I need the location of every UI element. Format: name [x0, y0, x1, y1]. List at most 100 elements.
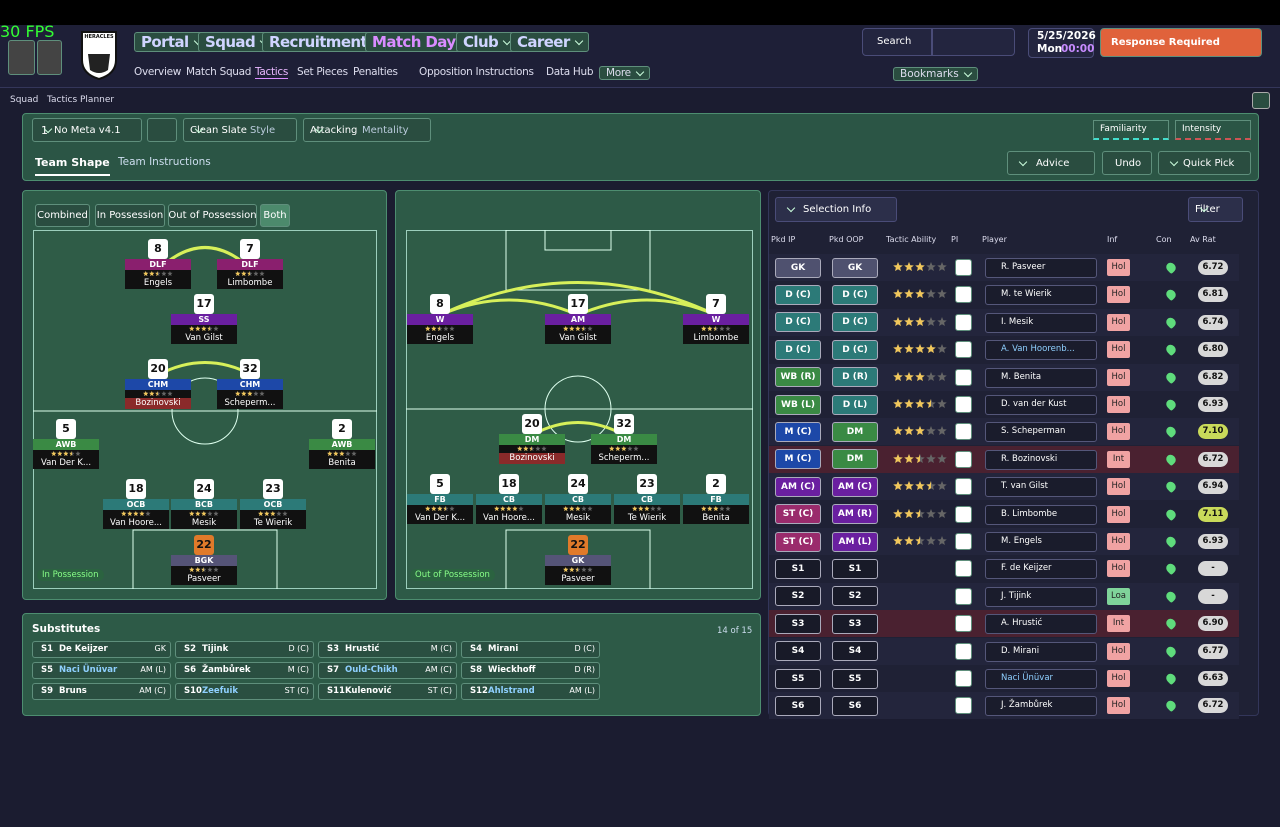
sub-slot[interactable]: S7 Ould-Chikh AM (C): [318, 662, 457, 679]
player-card[interactable]: 2 AWB Benita: [309, 419, 375, 469]
nav-item[interactable]: Club: [456, 32, 518, 52]
pi-button[interactable]: [955, 478, 972, 496]
player-select[interactable]: D. van der Kust: [985, 395, 1097, 415]
player-select[interactable]: T. van Gilst: [985, 477, 1097, 498]
sub-slot[interactable]: S10 Zeefuik ST (C): [175, 683, 314, 700]
pi-button[interactable]: [955, 450, 972, 468]
player-card[interactable]: 22 BGK Pasveer: [171, 535, 237, 585]
pi-button[interactable]: [955, 286, 972, 304]
player-card[interactable]: 23 OCB Te Wierik: [240, 479, 306, 529]
player-card[interactable]: 5 AWB Van Der K...: [33, 419, 99, 469]
player-select[interactable]: Naci Ünüvar: [985, 669, 1097, 689]
pi-button[interactable]: [955, 670, 972, 687]
sub-slot[interactable]: S1 De Keijzer GK: [32, 641, 171, 658]
forward-button[interactable]: [37, 40, 62, 75]
view-toggle[interactable]: Both: [260, 204, 290, 227]
quick-pick-button[interactable]: Quick Pick: [1158, 151, 1251, 175]
pi-button[interactable]: [955, 368, 972, 386]
sub-slot[interactable]: S4 Mirani D (C): [461, 641, 600, 658]
mentality-select[interactable]: Attacking Mentality: [303, 118, 431, 142]
player-card[interactable]: 8 W Engels: [407, 294, 473, 344]
pi-button[interactable]: [955, 533, 972, 550]
view-toggle[interactable]: Out of Possession: [168, 204, 257, 227]
player-select[interactable]: A. Hrustić: [985, 614, 1097, 635]
alert-button[interactable]: Response Required: [1100, 28, 1262, 57]
player-select[interactable]: M. te Wierik: [985, 285, 1097, 306]
pi-button[interactable]: [955, 560, 972, 578]
sub-slot[interactable]: S2 Tijink D (C): [175, 641, 314, 658]
subnav-item[interactable]: More: [599, 66, 650, 80]
pi-button[interactable]: [955, 697, 972, 715]
player-select[interactable]: B. Limbombe: [985, 504, 1097, 525]
player-card[interactable]: 7 W Limbombe: [683, 294, 749, 344]
tab[interactable]: Team Instructions: [118, 156, 211, 168]
player-select[interactable]: D. Mirani: [985, 641, 1097, 662]
bookmarks[interactable]: Bookmarks: [893, 67, 978, 81]
pi-button[interactable]: [955, 341, 972, 359]
player-card[interactable]: 20 CHM Bozinovski: [125, 359, 191, 409]
player-card[interactable]: 17 AM Van Gilst: [545, 294, 611, 344]
pi-button[interactable]: [955, 642, 972, 660]
sub-slot[interactable]: S3 Hrustić M (C): [318, 641, 457, 658]
sub-slot[interactable]: S5 Naci Ünüvar AM (L): [32, 662, 171, 679]
pi-button[interactable]: [955, 313, 972, 331]
subnav-item[interactable]: Set Pieces: [297, 66, 348, 78]
player-select[interactable]: I. Mesik: [985, 312, 1097, 333]
pi-button[interactable]: [955, 615, 972, 633]
player-card[interactable]: 32 DM Scheperm...: [591, 414, 657, 464]
player-select[interactable]: A. Van Hoorenb...: [985, 340, 1097, 361]
player-card[interactable]: 32 CHM Scheperm...: [217, 359, 283, 409]
view-toggle[interactable]: In Possession: [95, 204, 165, 227]
player-select[interactable]: M. Benita: [985, 367, 1097, 388]
player-card[interactable]: 2 FB Benita: [683, 474, 749, 524]
advice-button[interactable]: Advice: [1007, 151, 1095, 175]
player-card[interactable]: 18 CB Van Hoore...: [476, 474, 542, 524]
undo-button[interactable]: Undo: [1102, 151, 1152, 175]
sub-slot[interactable]: S11 Kulenović ST (C): [318, 683, 457, 700]
player-select[interactable]: R. Bozinovski: [985, 449, 1097, 470]
pi-button[interactable]: [955, 259, 972, 276]
filter-button[interactable]: Filter: [1188, 197, 1243, 222]
pi-button[interactable]: [955, 396, 972, 413]
subnav-item[interactable]: Match Squad: [186, 66, 252, 78]
subnav-item[interactable]: Tactics: [255, 66, 289, 79]
tab[interactable]: Team Shape: [35, 156, 110, 176]
player-card[interactable]: 24 BCB Mesik: [171, 479, 237, 529]
player-select[interactable]: F. de Keijzer: [985, 559, 1097, 580]
player-card[interactable]: 18 OCB Van Hoore...: [103, 479, 169, 529]
nav-item[interactable]: Career: [510, 32, 589, 52]
player-card[interactable]: 22 GK Pasveer: [545, 535, 611, 585]
nav-item[interactable]: Match Day: [365, 32, 475, 52]
sub-slot[interactable]: S9 Bruns AM (C): [32, 683, 171, 700]
player-card[interactable]: 7 DLF Limbombe: [217, 239, 283, 289]
player-select[interactable]: J. Tijink: [985, 586, 1097, 607]
sub-slot[interactable]: S12 Ahlstrand AM (L): [461, 683, 600, 700]
subnav-item[interactable]: Penalties: [353, 66, 398, 78]
nav-item[interactable]: Portal: [134, 32, 208, 52]
player-select[interactable]: J. Žambůrek: [985, 696, 1097, 717]
player-card[interactable]: 24 CB Mesik: [545, 474, 611, 524]
sub-slot[interactable]: S8 Wieckhoff D (R): [461, 662, 600, 679]
player-card[interactable]: 23 CB Te Wierik: [614, 474, 680, 524]
player-select[interactable]: S. Scheperman: [985, 422, 1097, 443]
style-select[interactable]: Clean Slate Style: [183, 118, 297, 142]
pi-button[interactable]: [955, 587, 972, 605]
add-button[interactable]: [147, 118, 177, 142]
close-button[interactable]: [1252, 92, 1270, 109]
back-button[interactable]: [8, 40, 35, 75]
nav-item[interactable]: Squad: [198, 32, 275, 52]
pi-button[interactable]: [955, 423, 972, 441]
player-card[interactable]: 17 SS Van Gilst: [171, 294, 237, 344]
player-card[interactable]: 5 FB Van Der K...: [407, 474, 473, 524]
tactic-select[interactable]: 1 No Meta v4.1: [32, 118, 142, 142]
view-toggle[interactable]: Combined: [35, 204, 90, 227]
player-card[interactable]: 8 DLF Engels: [125, 239, 191, 289]
selection-info-button[interactable]: Selection Info: [775, 197, 897, 222]
subnav-item[interactable]: Opposition Instructions: [419, 66, 534, 78]
pi-button[interactable]: [955, 505, 972, 523]
subnav-item[interactable]: Data Hub: [546, 66, 594, 78]
player-select[interactable]: M. Engels: [985, 532, 1097, 552]
nav-item[interactable]: Recruitment: [262, 32, 387, 52]
search-button[interactable]: Search: [862, 28, 932, 56]
player-select[interactable]: R. Pasveer: [985, 258, 1097, 278]
